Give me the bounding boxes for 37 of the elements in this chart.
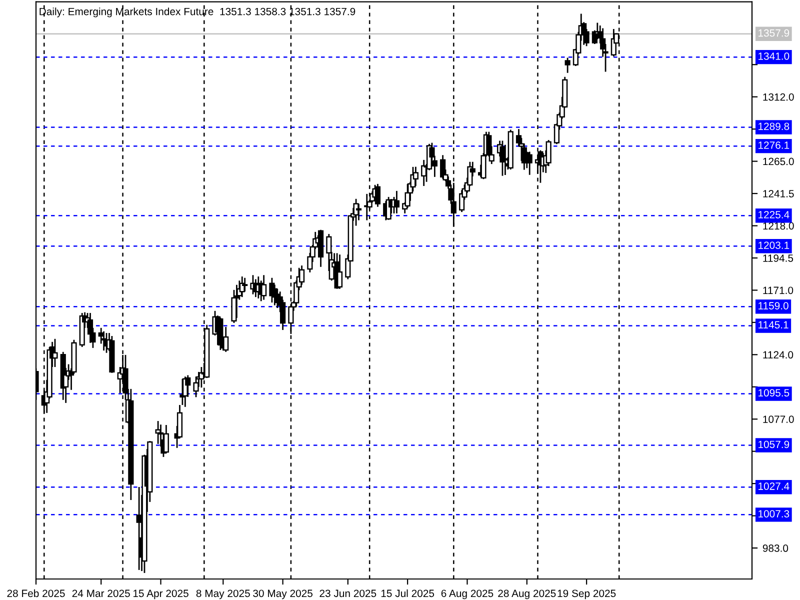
y-tick-label: 1312.0 <box>763 93 794 101</box>
ref-line-label: 1095.5 <box>758 389 790 397</box>
y-tick-label: 1194.5 <box>763 254 794 262</box>
candlestick <box>564 57 570 74</box>
ref-line-label: 1357.9 <box>758 29 790 37</box>
x-tick-label: 28 Aug 2025 <box>498 590 556 600</box>
x-tick-label: 30 May 2025 <box>253 590 312 600</box>
y-tick-label: 1265.0 <box>763 158 794 166</box>
candlestick <box>261 274 267 300</box>
x-tick-label: 24 Mar 2025 <box>72 590 130 598</box>
y-tick-label: 1241.5 <box>763 190 794 198</box>
y-tick-label: 1218.0 <box>763 222 794 230</box>
x-tick-label: 8 May 2025 <box>196 590 250 600</box>
ref-line-label: 1057.9 <box>758 440 790 448</box>
x-tick-label: 15 Jul 2025 <box>381 589 434 598</box>
ref-line-label: 1289.8 <box>758 122 790 130</box>
text: Daily: Emerging Markets Index Future 1351.3 1358.3 1351.3 1357.9 <box>40 8 356 18</box>
ref-line-label: 1145.1 <box>758 321 788 329</box>
y-tick-label: 983.0 <box>762 544 788 552</box>
candlestick <box>239 276 245 298</box>
candlestick <box>394 190 400 214</box>
x-tick-label: 19 Sep 2025 <box>558 590 616 600</box>
y-tick-label: 1077.0 <box>763 416 794 423</box>
ref-line-label: 1276.1 <box>758 141 790 149</box>
candlestick <box>500 140 506 177</box>
x-tick-label: 23 Jun 2025 <box>320 590 376 598</box>
y-tick-label: 1124.0 <box>763 351 794 359</box>
y-tick-label: 1171.0 <box>763 286 794 294</box>
ref-line-label: 1203.1 <box>758 242 790 249</box>
x-tick-label: 15 Apr 2025 <box>133 590 188 600</box>
ref-line-label: 1027.4 <box>758 482 790 490</box>
ref-line-label: 1225.4 <box>758 211 790 218</box>
x-tick-label: 28 Feb 2025 <box>7 589 65 598</box>
ref-line-label: 1007.3 <box>758 510 790 518</box>
ref-line-label: 1341.0 <box>758 52 790 60</box>
ref-line-label: 1159.0 <box>758 302 788 310</box>
x-tick-label: 6 Aug 2025 <box>441 590 494 600</box>
